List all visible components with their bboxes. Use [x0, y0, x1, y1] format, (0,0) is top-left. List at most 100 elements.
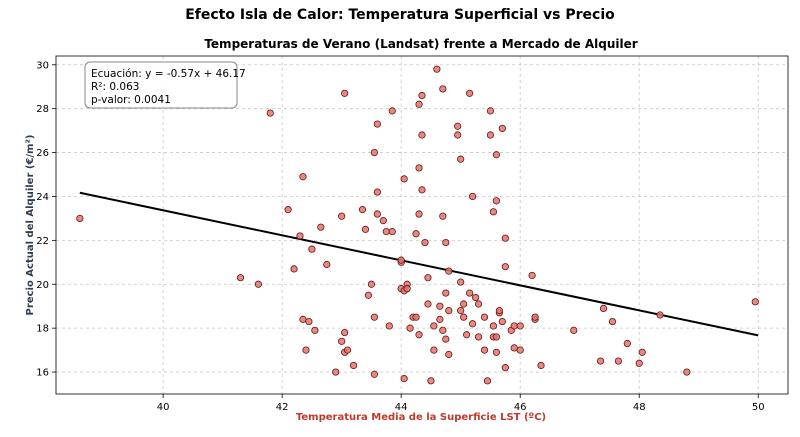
data-point: [305, 317, 313, 326]
x-tick-label: 40: [157, 402, 170, 413]
data-point: [454, 131, 462, 139]
data-point: [382, 227, 390, 236]
data-point: [439, 85, 447, 93]
data-point: [418, 186, 426, 194]
data-point: [457, 306, 465, 315]
data-point: [415, 331, 423, 339]
data-point: [370, 370, 378, 378]
data-point: [421, 238, 429, 247]
data-point: [510, 344, 518, 352]
x-tick-label: 50: [752, 402, 765, 413]
data-point: [751, 298, 759, 306]
data-point: [296, 232, 304, 240]
data-point: [290, 265, 298, 273]
y-axis-label: Precio Actual del Alquiler (€/m²): [25, 135, 36, 316]
data-point: [299, 173, 307, 181]
data-point: [397, 256, 405, 264]
data-point: [406, 324, 414, 332]
data-point: [486, 107, 495, 115]
data-point: [373, 210, 381, 218]
data-point: [412, 313, 420, 321]
data-point: [498, 124, 506, 133]
data-point: [471, 293, 480, 302]
data-point: [284, 206, 292, 214]
data-point: [474, 300, 483, 308]
data-point: [332, 368, 340, 376]
x-tick-label: 48: [633, 402, 646, 413]
data-point: [341, 89, 349, 97]
data-point: [442, 238, 450, 247]
data-point: [317, 223, 325, 231]
y-tick-label: 30: [36, 60, 49, 71]
data-point: [338, 212, 346, 220]
data-point: [338, 337, 346, 345]
data-point: [599, 304, 608, 313]
data-point: [445, 267, 453, 275]
data-point: [344, 346, 352, 354]
y-tick-label: 20: [36, 280, 49, 291]
data-point: [424, 274, 432, 282]
data-point: [254, 280, 262, 288]
data-point: [308, 245, 316, 253]
data-point: [436, 315, 444, 323]
data-point: [489, 208, 498, 216]
data-point: [528, 271, 536, 280]
data-point: [323, 260, 331, 269]
annotation-r2: R²: 0.063: [91, 81, 139, 93]
data-point: [656, 311, 664, 319]
data-point: [614, 357, 622, 365]
data-point: [531, 313, 539, 321]
data-point: [403, 285, 411, 293]
data-point: [516, 346, 524, 354]
data-point: [623, 339, 631, 348]
data-point: [635, 359, 643, 367]
data-point: [299, 315, 307, 323]
data-point: [460, 313, 468, 321]
data-point: [480, 313, 489, 321]
data-point: [501, 234, 509, 242]
data-point: [570, 326, 578, 334]
annotation-equation: Ecuación: y = -0.57x + 46.17: [91, 68, 246, 80]
x-axis-label: Temperatura Media de la Superficie LST (…: [296, 412, 546, 423]
data-points: [76, 65, 759, 385]
data-point: [367, 280, 376, 288]
y-tick-label: 26: [36, 148, 49, 159]
data-point: [596, 357, 605, 365]
data-point: [76, 214, 84, 223]
data-point: [489, 322, 498, 330]
data-point: [436, 302, 444, 310]
data-point: [400, 375, 408, 383]
data-point: [412, 230, 420, 238]
x-axis-ticks: 40 42 44 46 48 50: [157, 394, 765, 413]
data-point: [492, 333, 500, 341]
data-point: [442, 335, 450, 343]
chart-title: Temperaturas de Verano (Landsat) frente …: [204, 37, 637, 51]
data-point: [379, 217, 387, 225]
data-point: [501, 364, 509, 372]
data-point: [457, 278, 465, 286]
data-point: [537, 361, 545, 370]
data-point: [439, 212, 447, 220]
data-point: [480, 346, 489, 354]
data-point: [349, 361, 358, 370]
data-point: [466, 89, 474, 97]
data-point: [388, 107, 396, 115]
y-tick-label: 28: [36, 104, 49, 115]
data-point: [492, 197, 500, 205]
data-point: [341, 328, 349, 337]
data-point: [483, 377, 492, 385]
data-point: [424, 300, 432, 308]
data-point: [638, 348, 646, 356]
data-point: [370, 313, 378, 321]
data-point: [466, 289, 474, 297]
x-tick-label: 46: [514, 402, 527, 413]
data-point: [608, 317, 617, 326]
data-point: [460, 300, 468, 308]
x-tick-label: 42: [276, 402, 289, 413]
y-tick-label: 16: [36, 368, 49, 379]
data-point: [439, 326, 447, 334]
stats-annotation: Ecuación: y = -0.57x + 46.17 R²: 0.063 p…: [84, 61, 246, 109]
y-axis-ticks: 16 18 20 22 24 26 28 30: [36, 60, 56, 379]
